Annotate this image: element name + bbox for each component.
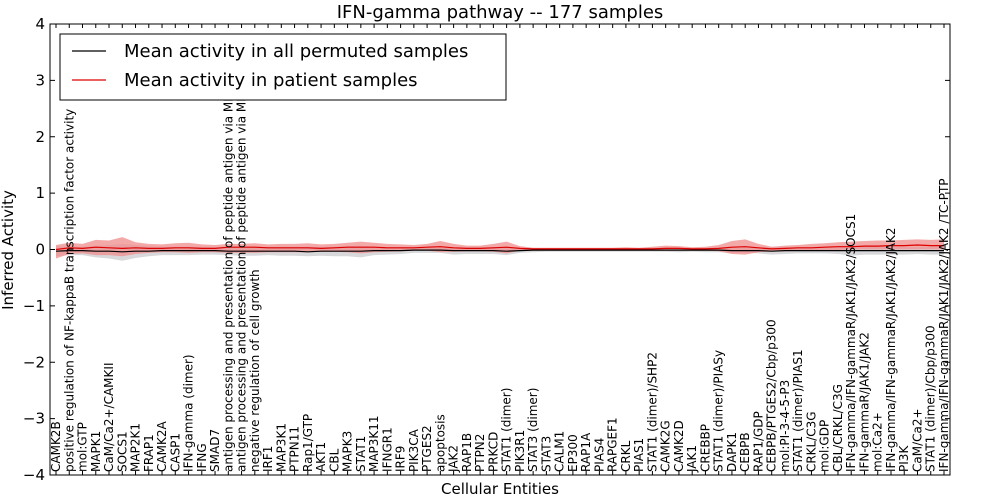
y-tick-label: 1: [35, 184, 45, 202]
x-tick-label: CaM/Ca2+: [911, 408, 925, 472]
x-tick-label: PRKCD: [486, 432, 500, 472]
x-tick-label: positive regulation of NF-kappaB transcr…: [62, 109, 76, 472]
y-axis-label: Inferred Activity: [0, 190, 17, 310]
line-series-1: [55, 244, 944, 251]
x-tick-label: SOCS1: [115, 431, 129, 472]
x-tick-label: CASP1: [168, 433, 182, 472]
x-tick-label: STAT1 (dimer)/PIAS1: [791, 349, 805, 472]
x-tick-label: STAT1 (dimer)/Cbp/p300: [924, 325, 938, 472]
x-tick-label: CEBPB/PTGES2/Cbp/p300: [765, 319, 779, 472]
x-tick-label: CRKL: [619, 440, 633, 472]
x-tick-label: IFN-gammaR/JAK1/JAK2: [858, 332, 872, 472]
x-tick-label: PTGES2: [420, 425, 434, 472]
x-tick-label: IFNG: [195, 443, 209, 472]
y-tick-label: 0: [35, 241, 45, 259]
legend-label-permuted: Mean activity in all permuted samples: [124, 41, 468, 62]
x-tick-label: STAT1 (dimer)/SHP2: [645, 352, 659, 472]
x-tick-label: PTPN2: [473, 434, 487, 472]
x-tick-label: CAMK2G: [659, 420, 673, 472]
x-tick-label: PI3K: [897, 445, 911, 472]
x-tick-label: MAPK1: [89, 431, 103, 472]
x-tick-label: FRAP1: [142, 434, 156, 472]
x-tick-label: CRKL/C3G: [805, 411, 819, 472]
x-tick-label: MAP3K11: [367, 415, 381, 472]
x-tick-label: MAP2K1: [129, 423, 143, 472]
y-tick-label: −1: [23, 297, 45, 315]
y-tick-label: −4: [23, 466, 45, 484]
x-tick-label: AKT1: [314, 442, 328, 472]
x-tick-label: SMAD7: [208, 429, 222, 472]
legend-frame: [59, 33, 507, 101]
x-tick-label: PIK3R1: [513, 430, 527, 472]
series-lines: [55, 244, 944, 253]
x-tick-label: STAT1 (dimer)/PIASy: [712, 350, 726, 472]
x-tick-label: CREBBP: [698, 424, 712, 472]
x-tick-label: apoptosis: [433, 414, 447, 472]
x-tick-label: MAPK3: [341, 431, 355, 472]
y-tick-label: 4: [35, 15, 45, 33]
x-tick-label: IRF9: [394, 446, 408, 472]
plot-frame: [49, 23, 951, 476]
x-tick-label: negative regulation of cell growth: [248, 269, 262, 472]
x-tick-label: STAT1: [354, 436, 368, 472]
x-tick-label: JAK2: [447, 445, 461, 473]
x-tick-label: CBL/CRKL/C3G: [831, 384, 845, 472]
x-tick-label: EP300: [566, 434, 580, 472]
x-tick-label: STAT1 (dimer): [500, 388, 514, 472]
x-tick-label: IFNGR1: [380, 427, 394, 472]
line-series-0: [55, 249, 944, 253]
y-tick-label: −3: [23, 410, 45, 428]
x-tick-label: PIK3CA: [407, 428, 421, 472]
x-tick-label: CAMK2D: [672, 420, 686, 472]
x-tick-label: antigen processing and presentation of p…: [221, 43, 235, 472]
legend-label-patient: Mean activity in patient samples: [124, 70, 418, 91]
x-tick-label: DAPK1: [725, 432, 739, 472]
x-tick-label: MAP3K1: [274, 423, 288, 472]
x-tick-label: RAPGEF1: [606, 417, 620, 472]
x-tick-labels: CAMK2B positive regulation of NF-kappaB t…: [49, 40, 951, 473]
y-tick-label: 2: [35, 128, 45, 146]
x-tick-label: mol:GDP: [818, 420, 832, 472]
x-tick-label: CaM/Ca2+/CAMKII: [102, 363, 116, 472]
x-tick-label: RAP1B: [460, 433, 474, 472]
legend: Mean activity in all permuted samples Me…: [59, 33, 507, 101]
chart-title: IFN-gamma pathway -- 177 samples: [337, 2, 664, 23]
x-tick-label: mol:PI-3-4-5-P3: [778, 380, 792, 472]
confidence-bands: [56, 237, 944, 261]
x-tick-label: antigen processing and presentation of p…: [235, 40, 249, 472]
x-tick-label: RAP1A: [579, 432, 593, 472]
x-tick-label: CALM1: [553, 431, 567, 472]
x-tick-label: JAK1: [685, 445, 699, 473]
x-tick-label: Rap1/GTP: [301, 414, 315, 472]
x-tick-label: RAP1/GDP: [751, 411, 765, 472]
x-tick-label: mol:Ca2+: [871, 412, 885, 472]
x-tick-label: IFN-gamma (dimer): [182, 354, 196, 472]
x-tick-label: IFN-gamma/IFN-gammaR/JAK1/JAK2/JAK2: [884, 227, 898, 472]
x-tick-label: CBL: [327, 448, 341, 472]
y-tick-label: 3: [35, 71, 45, 89]
x-tick-label: CEBPB: [738, 432, 752, 472]
x-tick-label: PTPN11: [288, 426, 302, 472]
axis-ticks: −4 −3 −2 −1 0 1 2 3 4: [23, 15, 950, 484]
x-tick-label: CAMK2A: [155, 421, 169, 472]
x-tick-label: CAMK2B: [49, 421, 63, 472]
x-tick-label: IRF1: [261, 446, 275, 472]
x-tick-label: IFN-gamma/IFN-gammaR/JAK1/JAK2/JAK2 /TC-…: [937, 178, 951, 472]
x-tick-label: IFN-gamma/IFN-gammaR/JAK1/JAK2/SOCS1: [844, 214, 858, 472]
x-tick-label: PIAS1: [632, 438, 646, 472]
x-tick-label: PIAS4: [592, 438, 606, 472]
x-tick-label: mol:GTP: [76, 422, 90, 472]
x-tick-label: STAT3 (dimer): [526, 388, 540, 472]
x-axis-label: Cellular Entities: [441, 480, 559, 498]
y-tick-label: −2: [23, 353, 45, 371]
x-tick-label: STAT3: [539, 436, 553, 472]
